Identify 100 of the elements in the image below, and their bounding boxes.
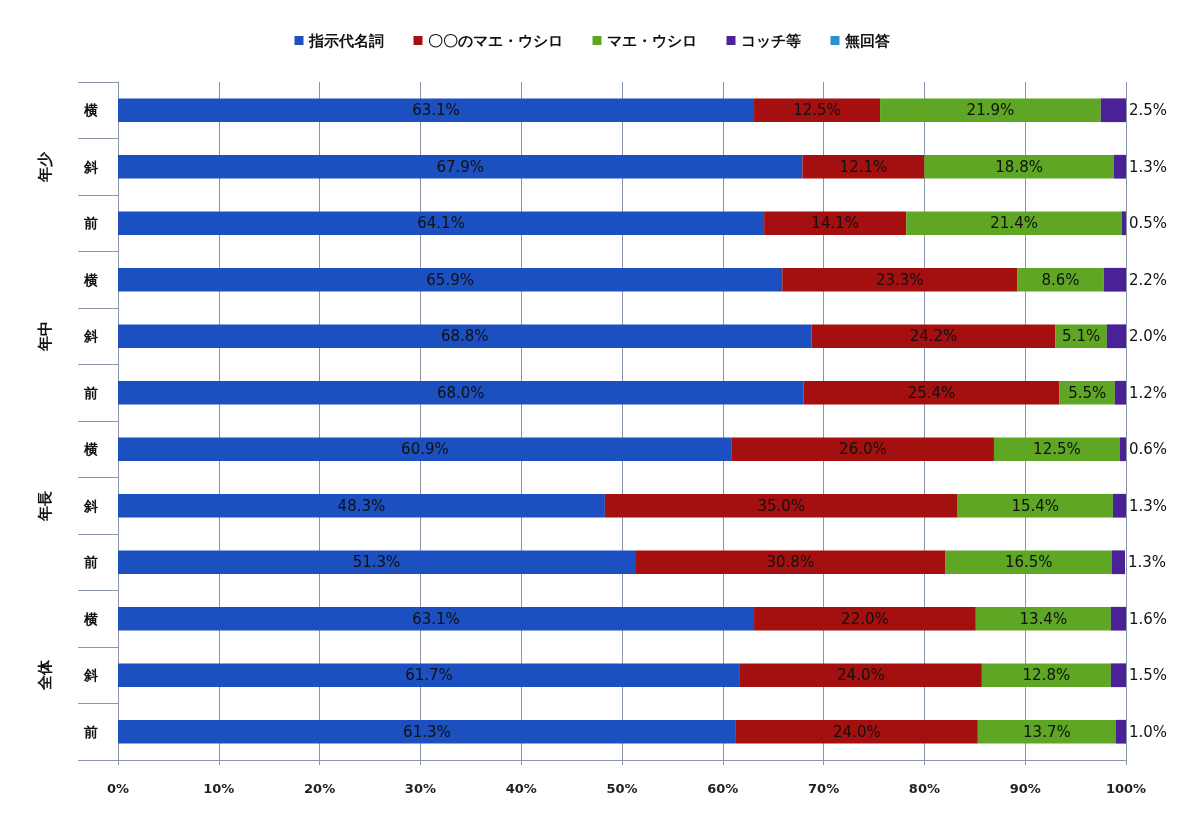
data-label: 24.0% — [837, 666, 885, 685]
data-label: 0.5% — [1129, 214, 1168, 233]
data-label: 67.9% — [436, 157, 485, 176]
data-label: 14.1% — [811, 214, 860, 233]
data-label: 12.1% — [839, 157, 888, 176]
data-label: 1.5% — [1129, 666, 1168, 685]
y-tick-label: 前 — [83, 215, 98, 232]
bar — [1112, 493, 1126, 518]
data-label: 63.1% — [412, 101, 460, 120]
bar — [1103, 267, 1126, 292]
data-label: 2.0% — [1129, 327, 1168, 346]
bar — [635, 550, 946, 575]
x-tick-label: 30% — [404, 781, 436, 796]
bar — [754, 606, 976, 631]
y-tick-label: 横 — [83, 441, 98, 458]
bar — [731, 437, 994, 462]
y-tick-label: 前 — [83, 384, 98, 401]
bar — [118, 606, 755, 631]
data-label: 5.5% — [1068, 383, 1107, 402]
bar — [1119, 437, 1126, 462]
bar — [945, 550, 1112, 575]
y-tick-label: 前 — [83, 554, 98, 571]
y-tick-label: 斜 — [83, 328, 98, 345]
data-label: 63.1% — [412, 609, 460, 628]
data-label: 61.3% — [403, 722, 451, 741]
text: 全体 — [36, 659, 54, 692]
data-label: 24.0% — [833, 722, 881, 741]
y-tick-label: 斜 — [83, 158, 98, 175]
bar — [811, 324, 1056, 349]
bar — [118, 211, 765, 236]
data-label: 21.9% — [966, 101, 1015, 120]
data-label: 1.0% — [1129, 722, 1168, 741]
x-tick-label: 10% — [203, 781, 235, 796]
x-tick-label: 90% — [1009, 781, 1041, 796]
bar — [739, 663, 982, 688]
data-label: 60.9% — [401, 440, 449, 459]
data-label: 13.4% — [1019, 609, 1068, 628]
data-label: 2.2% — [1129, 270, 1168, 289]
bar — [880, 98, 1101, 123]
bar — [118, 550, 636, 575]
y-tick-label: 斜 — [83, 667, 98, 684]
data-label: 48.3% — [337, 496, 386, 515]
y-tick-label: 横 — [83, 102, 98, 119]
bar — [118, 719, 736, 744]
bar — [764, 211, 907, 236]
data-label: 2.5% — [1129, 101, 1168, 120]
bar — [1110, 606, 1126, 631]
text: 年長 — [36, 490, 54, 522]
bar — [118, 98, 755, 123]
bar — [975, 606, 1111, 631]
data-label: 12.5% — [1033, 440, 1081, 459]
bar — [1111, 550, 1125, 575]
text: 年中 — [36, 321, 54, 353]
y-tick-label: 斜 — [83, 497, 98, 514]
bar — [118, 154, 803, 179]
bar — [782, 267, 1018, 292]
data-label: 51.3% — [352, 553, 401, 572]
bar — [118, 324, 812, 349]
data-label: 65.9% — [426, 270, 474, 289]
y-tick-label: 横 — [83, 610, 98, 627]
y-tick-label: 横 — [83, 271, 98, 288]
bar — [981, 663, 1111, 688]
y-tick-label: 前 — [83, 723, 98, 740]
data-label: 8.6% — [1041, 270, 1080, 289]
bar — [118, 493, 605, 518]
x-tick-label: 60% — [707, 781, 739, 796]
x-tick-label: 50% — [606, 781, 638, 796]
data-label: 1.2% — [1129, 383, 1168, 402]
bar — [118, 437, 732, 462]
bar — [118, 380, 804, 405]
x-tick-label: 40% — [505, 781, 537, 796]
data-label: 1.3% — [1129, 157, 1168, 176]
text: 年少 — [36, 150, 54, 183]
data-label: 23.3% — [875, 270, 924, 289]
data-label: 16.5% — [1004, 553, 1053, 572]
data-label: 64.1% — [417, 214, 465, 233]
x-tick-label: 0% — [106, 781, 130, 796]
bar — [924, 154, 1114, 179]
bar — [118, 663, 740, 688]
bar — [1113, 154, 1126, 179]
bar — [906, 211, 1122, 236]
data-label: 0.6% — [1129, 440, 1168, 459]
x-tick-label: 20% — [304, 781, 336, 796]
bar — [802, 154, 925, 179]
data-label: 12.8% — [1022, 666, 1071, 685]
bar — [977, 719, 1116, 744]
data-label: 35.0% — [757, 496, 806, 515]
bar — [1100, 98, 1126, 123]
x-tick-label: 80% — [908, 781, 940, 796]
data-label: 68.0% — [436, 383, 485, 402]
bar — [604, 493, 958, 518]
legend-label: 無回答 — [843, 31, 890, 50]
bar — [118, 267, 783, 292]
x-tick-label: 100% — [1105, 781, 1147, 796]
bar — [1115, 719, 1126, 744]
data-label: 26.0% — [839, 440, 887, 459]
bar — [1017, 267, 1104, 292]
bar — [1106, 324, 1126, 349]
data-label: 30.8% — [766, 553, 815, 572]
data-label: 1.3% — [1129, 496, 1168, 515]
